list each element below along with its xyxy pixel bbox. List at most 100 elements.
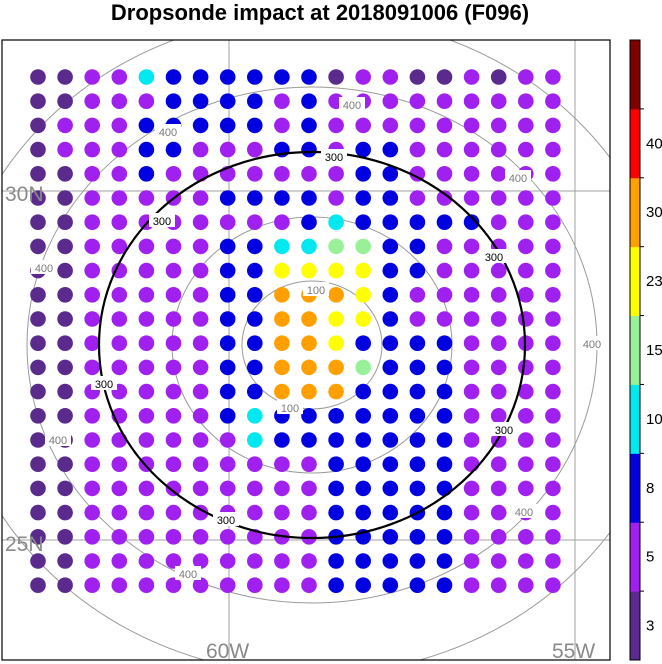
impact-point bbox=[219, 335, 236, 352]
impact-point bbox=[247, 287, 263, 303]
impact-point bbox=[545, 504, 561, 521]
impact-point bbox=[328, 432, 344, 448]
colorbar-swatch-2 bbox=[630, 453, 640, 523]
impact-point bbox=[355, 141, 372, 158]
impact-point bbox=[30, 553, 46, 569]
impact-point bbox=[192, 311, 209, 327]
impact-point bbox=[355, 577, 372, 593]
impact-point bbox=[138, 141, 155, 158]
contour-label-100-top: 100 bbox=[307, 285, 325, 297]
impact-point bbox=[30, 141, 46, 158]
impact-point bbox=[382, 117, 399, 134]
impact-point bbox=[301, 214, 317, 230]
colorbar-swatch-6 bbox=[630, 177, 640, 248]
colorbar-label: 15 bbox=[646, 342, 662, 359]
impact-point bbox=[436, 311, 453, 327]
impact-point bbox=[490, 504, 507, 521]
impact-point bbox=[30, 480, 46, 497]
impact-point bbox=[165, 432, 182, 448]
impact-point bbox=[490, 93, 507, 109]
impact-point bbox=[84, 311, 100, 327]
contour-label-400-rightlow: 400 bbox=[515, 507, 533, 519]
impact-point bbox=[274, 117, 290, 134]
contour-label-400-topleft: 400 bbox=[159, 127, 177, 139]
impact-point bbox=[165, 93, 182, 109]
impact-point bbox=[301, 190, 317, 206]
impact-point bbox=[490, 480, 507, 497]
impact-point bbox=[328, 577, 344, 593]
impact-point bbox=[138, 166, 155, 182]
impact-point bbox=[301, 408, 317, 424]
impact-point bbox=[436, 238, 453, 255]
impact-point bbox=[328, 408, 344, 424]
contour-label-400-topleft-bg bbox=[155, 124, 181, 138]
impact-point bbox=[30, 456, 46, 473]
impact-point bbox=[165, 166, 182, 182]
impact-point bbox=[30, 69, 46, 85]
colorbar-swatch-4 bbox=[630, 315, 640, 385]
impact-point bbox=[84, 93, 100, 109]
impact-point bbox=[247, 383, 263, 400]
impact-point bbox=[328, 383, 344, 400]
impact-point bbox=[463, 141, 480, 158]
contour-label-400-bottom: 400 bbox=[179, 569, 197, 581]
impact-point bbox=[138, 529, 155, 545]
impact-point bbox=[165, 408, 182, 424]
impact-point bbox=[192, 287, 209, 303]
impact-point bbox=[382, 190, 399, 206]
contour-label-100-bottom-bg bbox=[277, 400, 303, 414]
impact-point bbox=[382, 432, 399, 448]
impact-point bbox=[490, 141, 507, 158]
impact-point bbox=[382, 577, 399, 593]
impact-point bbox=[355, 311, 372, 327]
impact-point bbox=[165, 262, 182, 279]
impact-point bbox=[84, 529, 100, 545]
impact-point bbox=[436, 553, 453, 569]
impact-point bbox=[355, 190, 372, 206]
impact-point bbox=[219, 577, 236, 593]
impact-point bbox=[382, 408, 399, 424]
impact-point bbox=[301, 93, 317, 109]
impact-point bbox=[165, 480, 182, 497]
impact-point bbox=[219, 141, 236, 158]
impact-point bbox=[382, 214, 399, 230]
impact-point bbox=[355, 69, 372, 85]
impact-point bbox=[463, 69, 480, 85]
impact-point bbox=[192, 408, 209, 424]
impact-point bbox=[409, 359, 426, 376]
contour-label-400-left: 400 bbox=[35, 263, 53, 275]
impact-point bbox=[409, 432, 426, 448]
impact-point bbox=[545, 383, 561, 400]
impact-point bbox=[274, 432, 290, 448]
impact-point bbox=[463, 359, 480, 376]
impact-point bbox=[355, 335, 372, 352]
impact-point bbox=[545, 69, 561, 85]
colorbar-label: 10 bbox=[646, 411, 662, 428]
impact-point bbox=[436, 577, 453, 593]
impact-point bbox=[30, 166, 46, 182]
impact-point bbox=[111, 480, 128, 497]
impact-point bbox=[490, 383, 507, 400]
impact-point bbox=[57, 335, 73, 352]
impact-point bbox=[518, 359, 534, 376]
impact-point bbox=[165, 69, 182, 85]
contour-label-400-top: 400 bbox=[343, 100, 361, 112]
impact-point bbox=[247, 311, 263, 327]
impact-point bbox=[409, 577, 426, 593]
impact-point bbox=[545, 577, 561, 593]
impact-point bbox=[192, 553, 209, 569]
impact-point bbox=[409, 383, 426, 400]
impact-point bbox=[409, 141, 426, 158]
impact-point bbox=[192, 117, 209, 134]
impact-point bbox=[219, 117, 236, 134]
impact-point bbox=[301, 432, 317, 448]
impact-point bbox=[138, 432, 155, 448]
impact-point bbox=[138, 480, 155, 497]
impact-point bbox=[165, 359, 182, 376]
colorbar-swatch-5 bbox=[630, 246, 640, 317]
impact-point bbox=[301, 383, 317, 400]
colorbar-swatch-8 bbox=[630, 40, 640, 110]
impact-point bbox=[301, 504, 317, 521]
impact-point bbox=[247, 69, 263, 85]
contour-label-400-right: 400 bbox=[509, 173, 527, 185]
